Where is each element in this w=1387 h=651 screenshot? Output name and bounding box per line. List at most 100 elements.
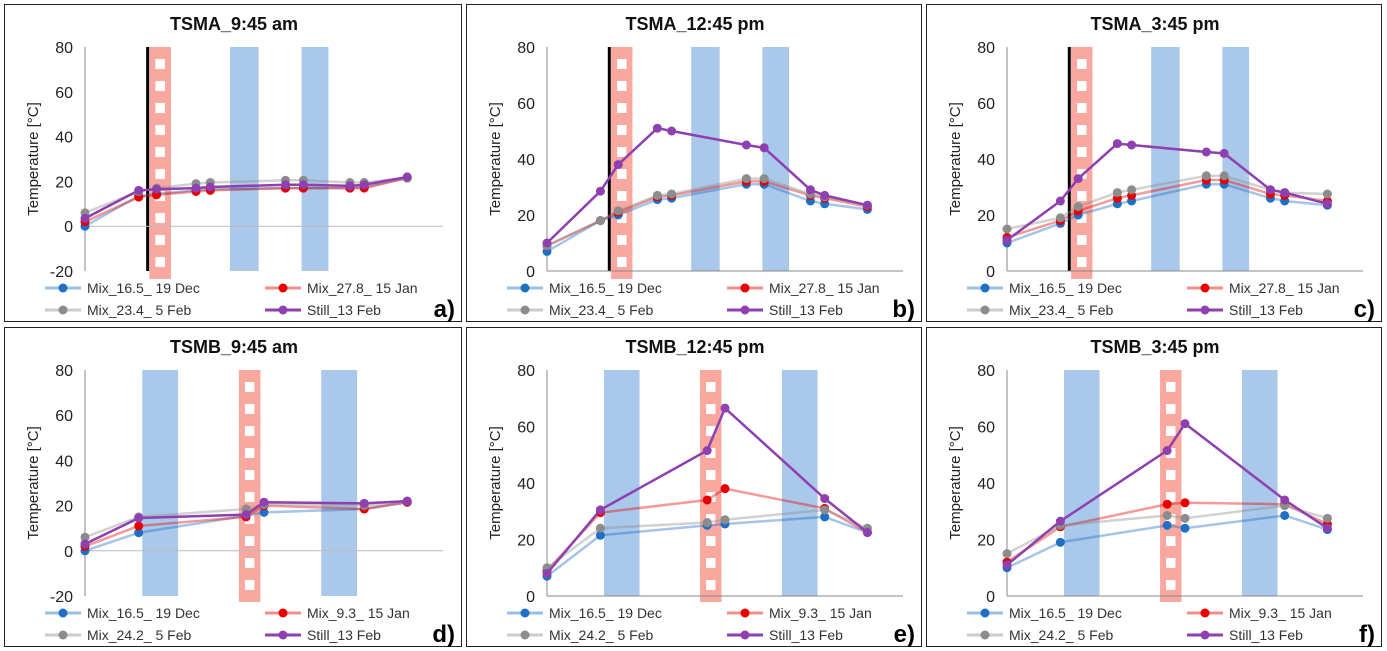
series-line-mix-16-5-19-dec — [84, 176, 408, 228]
data-point-still-13-feb — [862, 200, 872, 210]
y-tick-label: 40 — [55, 453, 73, 470]
red-band-dash — [238, 370, 261, 382]
legend-label-still-13-feb: Still_13 Feb — [769, 627, 843, 643]
series-line-still-13-feb — [546, 126, 868, 244]
y-tick-label: 60 — [977, 420, 995, 437]
data-point-still-13-feb — [80, 213, 90, 223]
legend-label-mix-16-5-19-dec: Mix_16.5_ 19 Dec — [87, 280, 200, 296]
data-point-mix-16-5-19-dec — [259, 507, 269, 517]
y-axis-label: Temperature [°C] — [487, 426, 504, 540]
data-point-mix-24-2-5-feb — [1180, 513, 1190, 523]
data-point-still-13-feb — [1127, 140, 1137, 150]
red-band-dash — [700, 414, 722, 426]
data-point-still-13-feb — [1265, 185, 1275, 195]
chart-title: TSMB_3:45 pm — [1090, 337, 1219, 357]
data-point-still-13-feb — [134, 513, 144, 523]
data-point-mix-23-4-5-feb — [667, 189, 677, 199]
data-point-mix-9-3-15-jan — [1162, 499, 1172, 509]
series-line-mix-16-5-19-dec — [84, 500, 408, 552]
legend-label-mix-23-4-5-feb: Mix_23.4_ 5 Feb — [87, 302, 191, 318]
data-point-mix-9-3-15-jan — [702, 495, 712, 505]
data-point-still-13-feb — [1073, 174, 1083, 184]
y-tick-label: 80 — [55, 40, 73, 57]
data-point-still-13-feb — [702, 446, 712, 456]
chart-panel-a: TSMA_9:45 am 80 60 40 20 0 -20 Temperature [°C]… — [4, 4, 462, 323]
data-point-mix-23-4-5-feb — [613, 206, 623, 216]
legend-label-mix-16-5-19-dec: Mix_16.5_ 19 Dec — [1009, 605, 1122, 621]
red-band-dash — [700, 568, 722, 580]
red-band-dash — [1071, 267, 1093, 279]
red-band-dash — [1071, 69, 1093, 81]
series-line-mix-24-2-5-feb — [546, 508, 868, 569]
data-point-mix-16-5-19-dec — [134, 528, 144, 538]
legend-swatch-dot-mix-24-2-5-feb — [58, 630, 68, 640]
legend-label-mix-16-5-19-dec: Mix_16.5_ 19 Dec — [87, 605, 200, 621]
data-point-still-13-feb — [1280, 495, 1290, 505]
red-band-dash — [700, 392, 722, 404]
red-band-dash — [238, 590, 261, 602]
red-band-dash — [700, 546, 722, 558]
panel-letter: f) — [1359, 621, 1375, 648]
legend-label-mix-16-5-19-dec: Mix_16.5_ 19 Dec — [1009, 280, 1122, 296]
data-point-still-13-feb — [191, 183, 201, 193]
legend-swatch-dot-still-13-feb — [278, 305, 288, 315]
red-band-dash — [149, 135, 171, 147]
red-band-dash — [1160, 458, 1182, 470]
legend-label-still-13-feb: Still_13 Feb — [769, 302, 843, 318]
data-point-mix-9-3-15-jan — [720, 484, 730, 494]
y-tick-label: 60 — [55, 408, 73, 425]
data-point-mix-16-5-19-dec — [1280, 510, 1290, 520]
data-point-mix-23-4-5-feb — [1002, 224, 1012, 234]
series-line-still-13-feb — [1006, 422, 1329, 566]
chart-svg-d: TSMB_9:45 am 80 60 40 20 0 -20 Temperature [°C]… — [25, 337, 455, 648]
data-point-still-13-feb — [359, 498, 369, 508]
chart-panel-e: TSMB_12:45 pm 80 60 40 20 0 Temperature [°C] Mi… — [466, 327, 922, 648]
legend-swatch-dot-still-13-feb — [740, 630, 750, 640]
y-tick-label: 80 — [977, 363, 995, 380]
legend-swatch-dot-still-13-feb — [1200, 630, 1210, 640]
data-point-mix-24-2-5-feb — [595, 523, 605, 533]
legend-swatch-dot-still-13-feb — [740, 305, 750, 315]
data-point-still-13-feb — [402, 172, 412, 182]
red-band-dash — [1071, 113, 1093, 125]
red-band-dash — [1071, 223, 1093, 235]
data-point-still-13-feb — [720, 403, 730, 413]
data-point-still-13-feb — [1055, 516, 1065, 526]
data-point-still-13-feb — [134, 185, 144, 195]
blue-shaded-band-1 — [142, 370, 179, 596]
y-tick-label: 40 — [517, 152, 535, 169]
red-band-dash — [149, 91, 171, 103]
data-point-still-13-feb — [1162, 446, 1172, 456]
data-point-still-13-feb — [205, 182, 215, 192]
data-point-mix-9-3-15-jan — [1180, 498, 1190, 508]
series-line-mix-24-2-5-feb — [84, 499, 408, 539]
data-point-still-13-feb — [820, 494, 830, 504]
legend-label-mix-27-8-15-jan: Mix_27.8_ 15 Jan — [307, 280, 418, 296]
chart-svg-c: TSMA_3:45 pm 80 60 40 20 0 Temperature [°C] Mix… — [947, 14, 1375, 323]
y-axis-label: Temperature [°C] — [947, 102, 964, 216]
data-point-mix-23-4-5-feb — [1127, 185, 1137, 195]
legend-swatch-dot-still-13-feb — [278, 630, 288, 640]
legend-swatch-dot-mix-9-3-15-jan — [1200, 608, 1210, 618]
y-tick-label: -20 — [50, 264, 73, 281]
y-axis-label: Temperature [°C] — [947, 426, 964, 540]
blue-shaded-band-2 — [1222, 47, 1250, 271]
data-point-still-13-feb — [1322, 199, 1332, 209]
legend-swatch-dot-mix-23-4-5-feb — [520, 305, 530, 315]
red-band-dash — [238, 414, 261, 426]
y-tick-label: 20 — [55, 499, 73, 516]
series-line-mix-16-5-19-dec — [1006, 514, 1328, 569]
data-point-mix-16-5-19-dec — [595, 530, 605, 540]
data-point-mix-23-4-5-feb — [652, 190, 662, 200]
data-point-still-13-feb — [241, 510, 251, 520]
y-tick-label: 20 — [977, 533, 995, 550]
data-point-still-13-feb — [862, 527, 872, 537]
y-tick-label: 40 — [55, 130, 73, 147]
data-point-still-13-feb — [759, 143, 769, 153]
red-band-dash — [238, 546, 261, 558]
legend-label-still-13-feb: Still_13 Feb — [307, 627, 381, 643]
data-point-still-13-feb — [1322, 523, 1332, 533]
red-band-dash — [238, 480, 261, 492]
data-point-mix-24-2-5-feb — [1002, 549, 1012, 559]
y-tick-label: 0 — [986, 589, 995, 606]
